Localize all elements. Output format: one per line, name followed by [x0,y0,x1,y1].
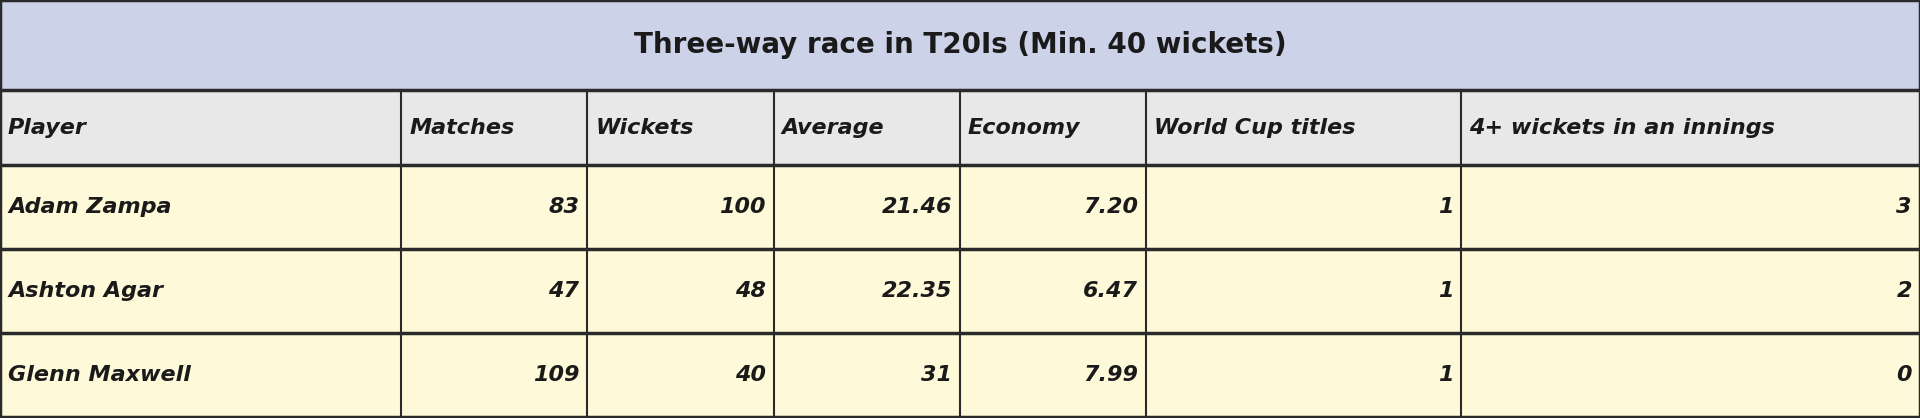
Text: 31: 31 [922,365,952,385]
Text: 22.35: 22.35 [881,281,952,301]
Bar [0,165,1920,249]
Text: 1: 1 [1438,365,1453,385]
Text: Economy: Economy [968,117,1081,138]
Bar [0,249,1920,333]
Text: 1: 1 [1438,281,1453,301]
Text: 3: 3 [1897,197,1912,217]
Text: 40: 40 [735,365,766,385]
Text: 7.20: 7.20 [1083,197,1139,217]
Text: Adam Zampa: Adam Zampa [8,197,171,217]
Bar [0,333,1920,417]
Text: Average: Average [781,117,885,138]
Text: Player: Player [8,117,86,138]
Text: Glenn Maxwell: Glenn Maxwell [8,365,190,385]
Text: 7.99: 7.99 [1083,365,1139,385]
Text: World Cup titles: World Cup titles [1154,117,1356,138]
Text: Wickets: Wickets [595,117,693,138]
Text: 4+ wickets in an innings: 4+ wickets in an innings [1469,117,1776,138]
Text: 6.47: 6.47 [1083,281,1139,301]
Text: 1: 1 [1438,197,1453,217]
Text: Matches: Matches [409,117,515,138]
Text: 48: 48 [735,281,766,301]
Text: 2: 2 [1897,281,1912,301]
Text: 0: 0 [1897,365,1912,385]
Text: 21.46: 21.46 [881,197,952,217]
Bar [0,90,1920,165]
Text: Three-way race in T20Is (Min. 40 wickets): Three-way race in T20Is (Min. 40 wickets… [634,31,1286,59]
Text: 100: 100 [720,197,766,217]
Text: 109: 109 [534,365,580,385]
Text: 83: 83 [549,197,580,217]
Text: Ashton Agar: Ashton Agar [8,281,163,301]
Text: 47: 47 [549,281,580,301]
Bar [0,0,1920,90]
